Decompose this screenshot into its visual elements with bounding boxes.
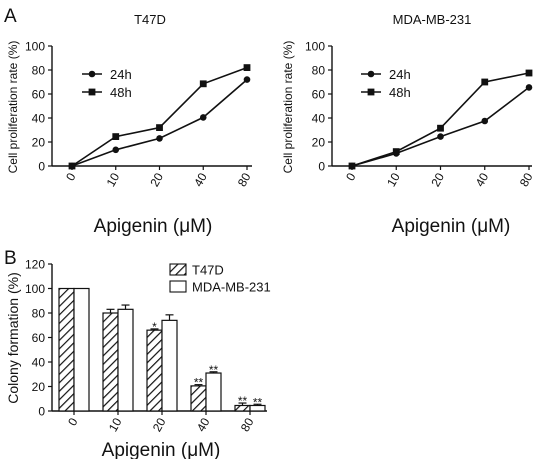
colony-significance-mark: ** — [238, 394, 248, 408]
colony-y-tick-label: 60 — [32, 331, 46, 345]
colony-significance-mark: ** — [194, 376, 204, 390]
t47d-point-24h — [243, 76, 251, 83]
mda-point-48h — [437, 124, 444, 132]
mda-x-tick-label: 80 — [517, 170, 536, 189]
colony-bar-MDA-MB-231 — [117, 308, 134, 412]
colony-legend-label: T47D — [192, 263, 224, 278]
colony-legend-swatch — [169, 263, 187, 276]
colony-y-tick-label: 40 — [32, 356, 46, 370]
t47d-point-24h — [112, 146, 120, 154]
mda-legend-marker — [367, 88, 375, 96]
mda-y-tick-label: 80 — [312, 64, 326, 78]
colony-y-tick-label: 80 — [32, 307, 46, 321]
mda-y-tick-label: 40 — [312, 112, 326, 126]
t47d-point-48h — [68, 162, 76, 170]
mda-legend-label: 24h — [389, 67, 411, 82]
t47d-y-tick-label: 20 — [32, 136, 46, 150]
colony-legend-label: MDA-MB-231 — [192, 280, 271, 295]
colony-bar-MDA-MB-231 — [73, 287, 90, 412]
t47d-point-48h — [112, 133, 120, 140]
mda-y-tick-label: 60 — [312, 88, 326, 102]
t47d-x-tick-label: 10 — [104, 170, 123, 189]
t47d-point-24h — [199, 114, 207, 121]
t47d-y-tick-label: 0 — [38, 160, 45, 174]
mda-point-24h — [437, 133, 444, 140]
colony-bar-MDA-MB-231 — [205, 372, 222, 412]
mda-x-tick-label: 20 — [428, 170, 447, 189]
mda-legend-label: 48h — [389, 85, 411, 100]
t47d-legend-label: 24h — [110, 67, 132, 82]
colony-y-tick-label: 0 — [38, 405, 45, 419]
colony-y-axis-label: Colony formation (%) — [5, 272, 21, 404]
mda-x-tick-label: 0 — [343, 170, 359, 183]
t47d-x-tick-label: 20 — [147, 170, 166, 189]
colony-bar-T47D — [102, 312, 119, 412]
colony-bar-T47D — [58, 287, 75, 412]
t47d-point-24h — [156, 135, 163, 142]
panel-label-a: A — [4, 6, 17, 27]
colony-y-tick-label: 20 — [32, 380, 46, 394]
colony-significance-mark: ** — [209, 363, 219, 377]
mda-point-48h — [525, 69, 533, 77]
t47d-x-tick-label: 0 — [63, 170, 79, 183]
line-chart-mda-mb-231: 0 20 40 60 80 100 0 10 20 40 80 MDA-MB-231 Apigenin … — [281, 12, 536, 237]
colony-x-axis-label: Apigenin (μM) — [102, 440, 221, 459]
mda-title: MDA-MB-231 — [393, 12, 472, 27]
t47d-point-48h — [156, 124, 163, 131]
mda-x-tick-label: 40 — [473, 170, 492, 189]
t47d-legend-marker — [88, 88, 96, 96]
colony-bar-T47D — [146, 329, 163, 412]
colony-x-tick-label: 80 — [238, 415, 257, 434]
mda-point-24h — [481, 117, 489, 125]
mda-legend-marker — [367, 70, 375, 78]
colony-x-tick-label: 40 — [194, 415, 213, 434]
line-chart-t47d: 0 20 40 60 80 100 0 10 20 40 80 T47D Apigenin (μM) Ce… — [6, 12, 254, 237]
mda-y-axis-label: Cell proliferation rate (%) — [281, 41, 295, 174]
panel-label-b: B — [4, 248, 17, 269]
colony-x-tick-label: 10 — [106, 415, 125, 434]
t47d-point-48h — [243, 64, 251, 71]
bar-chart-colony-formation: 0 20 40 60 80 100 120 0 10 20 40 80 Apigenin (μM) Col… — [5, 258, 271, 459]
mda-point-24h — [525, 84, 533, 91]
mda-point-48h — [392, 148, 400, 155]
t47d-x-axis-label: Apigenin (μM) — [94, 216, 213, 237]
colony-y-tick-label: 100 — [25, 282, 45, 296]
colony-significance-mark: * — [152, 320, 157, 334]
mda-y-tick-label: 0 — [318, 160, 325, 174]
t47d-y-tick-label: 40 — [32, 112, 46, 126]
t47d-legend-label: 48h — [110, 85, 132, 100]
mda-x-axis-label: Apigenin (μM) — [392, 216, 511, 237]
mda-series-line-48h — [351, 72, 530, 167]
colony-significance-mark: ** — [253, 395, 263, 409]
mda-x-tick-label: 10 — [384, 170, 403, 189]
t47d-point-48h — [199, 80, 207, 88]
t47d-legend-marker — [88, 70, 96, 78]
colony-y-tick-label: 120 — [25, 258, 45, 272]
t47d-series-line-48h — [71, 66, 248, 167]
colony-x-tick-label: 0 — [65, 415, 81, 428]
colony-bar-MDA-MB-231 — [161, 319, 178, 412]
t47d-x-tick-label: 80 — [235, 170, 254, 189]
colony-x-tick-label: 20 — [150, 415, 169, 434]
mda-y-tick-label: 20 — [312, 136, 326, 150]
t47d-y-axis-label: Cell proliferation rate (%) — [6, 41, 20, 174]
t47d-y-tick-label: 100 — [25, 40, 45, 54]
t47d-title: T47D — [134, 12, 166, 27]
mda-y-tick-label: 100 — [305, 40, 325, 54]
mda-point-48h — [348, 162, 356, 170]
mda-point-48h — [481, 78, 489, 86]
t47d-x-tick-label: 40 — [191, 170, 210, 189]
colony-legend-swatch — [169, 280, 187, 293]
t47d-y-tick-label: 60 — [32, 88, 46, 102]
t47d-y-tick-label: 80 — [32, 64, 46, 78]
